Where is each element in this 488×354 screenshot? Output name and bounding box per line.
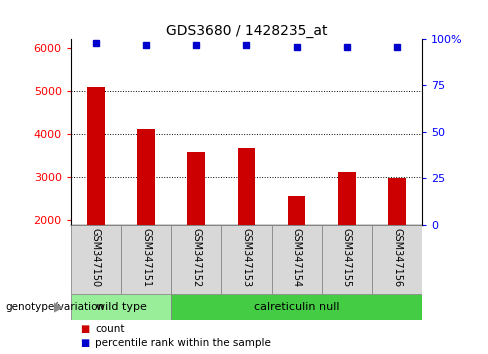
Text: GSM347152: GSM347152 bbox=[191, 228, 201, 287]
Bar bbox=[137, 129, 155, 307]
Bar bbox=[322, 225, 372, 294]
Title: GDS3680 / 1428235_at: GDS3680 / 1428235_at bbox=[166, 24, 327, 38]
Text: GSM347156: GSM347156 bbox=[392, 228, 402, 287]
Bar bbox=[288, 196, 305, 307]
Text: ▶: ▶ bbox=[54, 301, 63, 314]
Bar bbox=[71, 225, 121, 294]
Text: GSM347150: GSM347150 bbox=[91, 228, 101, 287]
Text: wild type: wild type bbox=[96, 302, 146, 312]
Bar bbox=[71, 294, 171, 320]
Text: genotype/variation: genotype/variation bbox=[5, 302, 104, 312]
Text: GSM347154: GSM347154 bbox=[292, 228, 302, 287]
Bar bbox=[388, 178, 406, 307]
Bar bbox=[187, 152, 205, 307]
Text: ■: ■ bbox=[81, 338, 90, 348]
Text: calreticulin null: calreticulin null bbox=[254, 302, 339, 312]
Bar bbox=[171, 294, 422, 320]
Bar bbox=[87, 87, 104, 307]
Text: percentile rank within the sample: percentile rank within the sample bbox=[95, 338, 271, 348]
Text: ■: ■ bbox=[81, 324, 90, 334]
Text: GSM347151: GSM347151 bbox=[141, 228, 151, 287]
Text: GSM347155: GSM347155 bbox=[342, 228, 352, 287]
Bar bbox=[271, 225, 322, 294]
Bar bbox=[372, 225, 422, 294]
Text: GSM347153: GSM347153 bbox=[242, 228, 251, 287]
Bar bbox=[338, 172, 356, 307]
Bar bbox=[238, 148, 255, 307]
Text: count: count bbox=[95, 324, 124, 334]
Bar bbox=[222, 225, 271, 294]
Bar bbox=[121, 225, 171, 294]
Bar bbox=[171, 225, 222, 294]
